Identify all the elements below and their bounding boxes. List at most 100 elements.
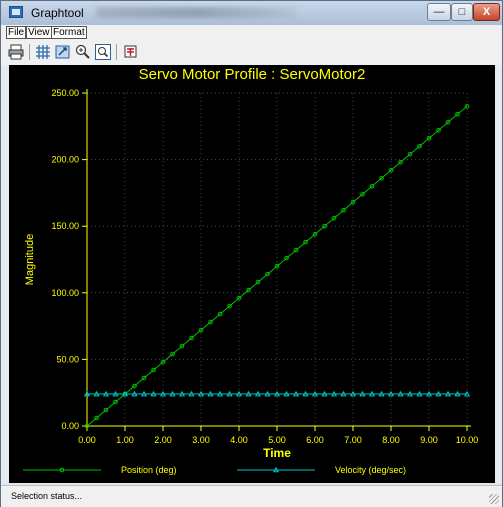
x-tick-label: 6.00 [306, 435, 324, 445]
data-point [189, 335, 194, 341]
data-point [359, 390, 366, 397]
data-point [236, 295, 242, 301]
print-icon[interactable] [7, 43, 25, 61]
data-point [322, 223, 327, 229]
menu-format[interactable]: Format [51, 26, 87, 39]
data-point [397, 390, 404, 397]
data-point [84, 423, 90, 429]
toolbar-separator [116, 44, 117, 60]
y-axis-label: Magnitude [24, 234, 36, 285]
status-bar: Selection status... [1, 485, 502, 507]
data-point [388, 167, 394, 173]
minimize-button[interactable]: — [427, 3, 451, 21]
window-title: Graphtool [31, 6, 84, 20]
data-point [198, 327, 204, 333]
data-point [368, 390, 376, 397]
data-point [331, 215, 337, 221]
data-point [217, 311, 223, 317]
zoom-window-icon[interactable] [94, 43, 112, 61]
data-point [264, 390, 271, 397]
data-point [226, 390, 233, 397]
data-point [398, 159, 403, 165]
series-line [86, 105, 468, 427]
data-point [197, 390, 205, 397]
y-tick-label: 100.00 [51, 288, 79, 298]
menu-file[interactable]: File [6, 26, 27, 39]
data-point [283, 390, 290, 397]
data-point [463, 390, 471, 397]
data-point [454, 390, 461, 397]
data-point [265, 271, 270, 277]
x-tick-label: 5.00 [268, 435, 286, 445]
data-point [254, 390, 262, 397]
toolbar-separator [29, 44, 30, 60]
x-tick-label: 1.00 [116, 435, 134, 445]
data-point [312, 231, 318, 237]
menu-view[interactable]: View [26, 26, 52, 39]
chart-title: Servo Motor Profile : ServoMotor2 [139, 66, 366, 83]
data-point [273, 390, 281, 397]
close-button[interactable]: X [473, 3, 500, 21]
data-point [103, 407, 109, 413]
data-point [292, 390, 300, 397]
data-point [188, 390, 195, 397]
data-point [350, 199, 356, 205]
menu-bar: File View Format [1, 25, 502, 39]
x-tick-label: 9.00 [420, 435, 438, 445]
data-point [369, 183, 375, 189]
y-tick-label: 150.00 [51, 221, 79, 231]
zoom-fit-icon[interactable] [54, 43, 72, 61]
data-point [360, 191, 365, 197]
zoom-in-icon[interactable] [74, 43, 92, 61]
data-point [330, 390, 338, 397]
legend-label: Position (deg) [121, 465, 177, 475]
chart-area[interactable]: Servo Motor Profile : ServoMotor2 0.00 50… [9, 65, 495, 483]
data-point [379, 175, 384, 181]
y-tick-label: 50.00 [56, 354, 79, 364]
data-point [387, 390, 395, 397]
data-point [113, 399, 118, 405]
data-point [302, 390, 309, 397]
chart-svg: Servo Motor Profile : ServoMotor2 0.00 50… [23, 66, 478, 475]
data-point [255, 279, 261, 285]
data-point [121, 390, 129, 397]
data-point [227, 303, 232, 309]
data-point [321, 390, 328, 397]
data-point [207, 390, 214, 397]
data-point [349, 390, 357, 397]
x-tick-label: 2.00 [154, 435, 172, 445]
data-point [436, 127, 441, 133]
data-point [159, 390, 167, 397]
data-point [169, 390, 176, 397]
export-icon[interactable] [122, 43, 140, 61]
data-point [141, 375, 147, 381]
data-point [235, 390, 243, 397]
resize-grip[interactable] [489, 494, 499, 504]
data-point [102, 390, 110, 397]
data-point [406, 390, 414, 397]
data-point [435, 390, 442, 397]
data-point [303, 239, 308, 245]
data-point [93, 390, 100, 397]
data-point [246, 287, 251, 293]
x-tick-label: 3.00 [192, 435, 210, 445]
x-axis-label: Time [263, 446, 291, 460]
data-point [445, 120, 451, 125]
data-point [417, 143, 422, 149]
data-point [131, 390, 138, 397]
title-bar[interactable]: Graphtool — □ X [1, 1, 502, 25]
x-tick-label: 8.00 [382, 435, 400, 445]
data-point [425, 390, 433, 397]
data-point [293, 247, 299, 253]
maximize-button[interactable]: □ [451, 3, 473, 21]
grid-icon[interactable] [34, 43, 52, 61]
data-point [140, 390, 148, 397]
data-point [455, 112, 460, 117]
data-point [179, 343, 185, 349]
data-point [245, 390, 252, 397]
legend-label: Velocity (deg/sec) [335, 465, 406, 475]
data-point [407, 151, 413, 157]
app-icon [9, 6, 23, 18]
data-point [340, 390, 347, 397]
